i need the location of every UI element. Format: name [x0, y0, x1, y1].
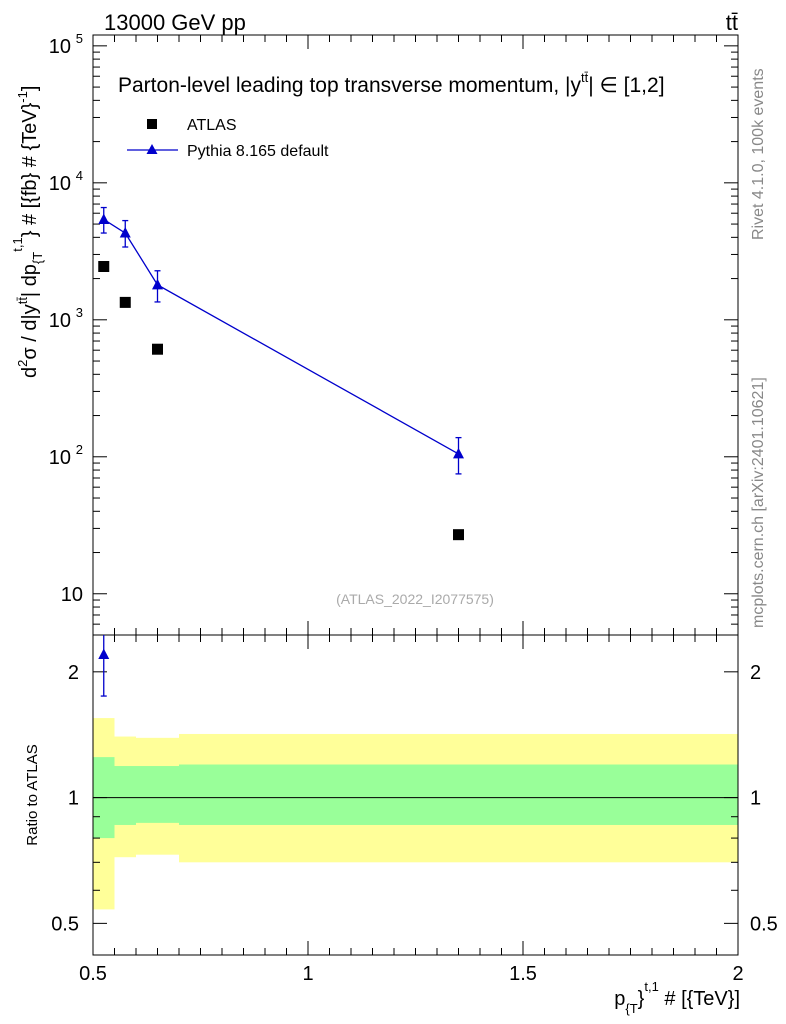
pythia-point — [453, 447, 464, 459]
main-y-tick-label: 10 — [49, 447, 71, 469]
ratio-y-tick-label-left: 0.5 — [51, 913, 79, 935]
pythia-line — [103, 218, 459, 455]
xlabel-sub: {T — [625, 1001, 637, 1016]
ylabel-end: ] — [19, 86, 41, 92]
ratio-x-tick-label: 2 — [732, 963, 743, 985]
main-data-marks — [98, 206, 464, 541]
main-y-ticks: 10 10 2 10 3 10 4 10 5 — [49, 31, 738, 636]
atlas-point — [119, 296, 131, 308]
pythia-point — [119, 227, 131, 238]
main-y-label: d2σ / d|ytt̄| dp{T t,1} # [{fb} # {TeV}-1… — [10, 86, 45, 378]
ylabel-sub-t: {T — [30, 252, 45, 264]
main-x-ticks — [92, 35, 739, 635]
main-y-tick-label: 10 — [49, 36, 71, 58]
ratio-stat-band — [179, 764, 738, 825]
ylabel-sup-t1: t,1 — [10, 237, 25, 251]
ratio-stat-band — [114, 766, 136, 825]
ratio-point — [98, 648, 110, 660]
ratio-y-ticks: 0.5 0.5 1 1 2 2 — [51, 662, 778, 936]
analysis-watermark: (ATLAS_2022_I2077575) — [336, 591, 494, 607]
ratio-x-ticks: 0.5 1 1.5 2 — [79, 635, 744, 985]
rivet-label: Rivet 4.1.0, 100k events — [750, 68, 767, 240]
ratio-stat-band — [136, 766, 179, 823]
plot-title-sup: tt̄ — [581, 70, 589, 85]
ylabel-mid2: | dp — [19, 264, 41, 297]
pythia-point — [152, 278, 163, 290]
ylabel-sup-tt: tt̄ — [15, 297, 30, 305]
pythia-point — [98, 213, 110, 224]
plot-title-text: Parton-level leading top transverse mome… — [118, 74, 582, 97]
ratio-x-tick-label: 1.5 — [509, 963, 537, 985]
ratio-y-tick-label-left: 1 — [68, 788, 79, 810]
ratio-y-tick-label-right: 1 — [750, 788, 761, 810]
header-right-label: tt̄ — [726, 10, 738, 35]
legend-pythia-label: Pythia 8.165 default — [187, 143, 329, 160]
legend-atlas-label: ATLAS — [187, 117, 237, 134]
main-panel: 10 10 2 10 3 10 4 10 5 Parton-level leading top … — [10, 31, 739, 636]
ratio-y-tick-label-left: 2 — [68, 662, 79, 684]
ylabel-brace: } — [19, 230, 41, 237]
main-y-tick-exponent: 2 — [76, 442, 83, 457]
main-y-tick-exponent: 4 — [76, 168, 83, 183]
legend-pythia-marker — [146, 144, 158, 154]
xlabel-sup: t,1 — [644, 979, 658, 994]
source-label: mcplots.cern.ch [arXiv:2401.10621] — [750, 377, 767, 628]
main-y-tick-exponent: 5 — [76, 31, 83, 46]
xlabel-tail: # [{TeV}] — [659, 988, 740, 1010]
main-y-tick-exponent: 3 — [76, 305, 83, 320]
ratio-data-marks — [98, 635, 110, 697]
ylabel-sup2: 2 — [15, 360, 30, 367]
ylabel-sup-m1: -1 — [15, 91, 30, 103]
atlas-point — [453, 529, 464, 541]
x-axis-label: p{T}t,1 # [{TeV}] — [614, 979, 740, 1016]
ylabel-mid: σ / d|y — [19, 304, 41, 359]
atlas-point — [98, 260, 110, 272]
ratio-x-tick-label: 1 — [302, 963, 313, 985]
ratio-x-tick-label: 0.5 — [79, 963, 107, 985]
main-y-tick-label: 10 — [49, 310, 71, 332]
atlas-point — [152, 343, 163, 355]
header-left-label: 13000 GeV pp — [104, 10, 246, 35]
main-y-tick-label: 10 — [49, 173, 71, 195]
ylabel-d: d — [19, 367, 41, 378]
legend: ATLAS Pythia 8.165 default — [127, 117, 329, 160]
xlabel-brace: } — [638, 988, 645, 1010]
plot-title: Parton-level leading top transverse mome… — [118, 70, 665, 97]
ratio-bands — [93, 718, 738, 910]
legend-atlas-marker — [147, 119, 157, 129]
ylabel-tail: # [{fb} # {TeV} — [19, 102, 41, 230]
main-y-tick-label: 10 — [61, 584, 83, 606]
ratio-y-tick-label-right: 2 — [750, 662, 761, 684]
ratio-panel: 0.5 0.5 1 1 2 2 0.5 1 1.5 2 Ratio to ATLAS — [24, 634, 778, 985]
ratio-y-label: Ratio to ATLAS — [24, 744, 41, 845]
ratio-y-tick-label-right: 0.5 — [750, 913, 778, 935]
plot-title-suffix: | ∈ [1,2] — [588, 74, 664, 97]
